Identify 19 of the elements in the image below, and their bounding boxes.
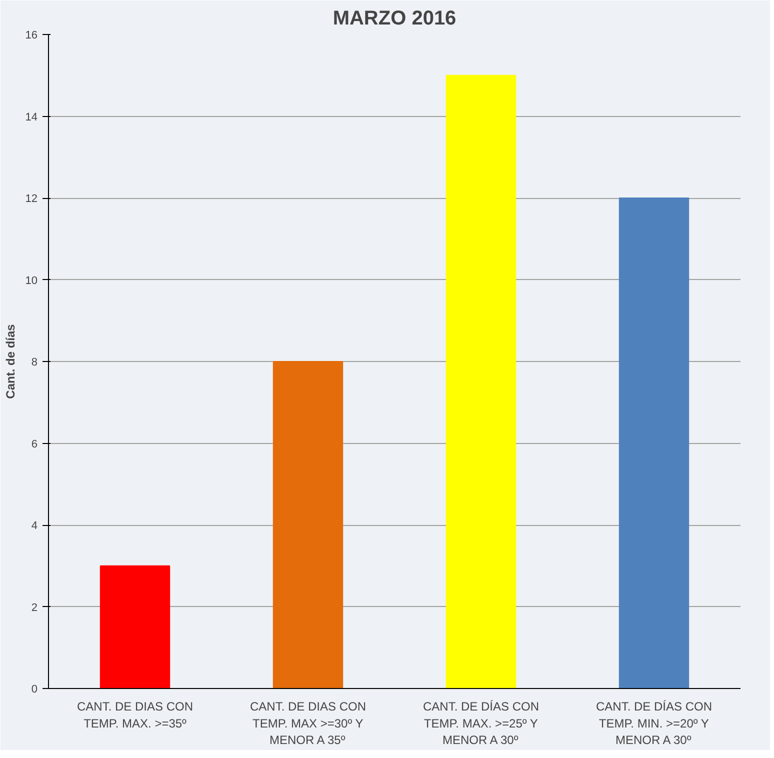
y-tick-label: 2: [31, 602, 38, 614]
bar: [618, 198, 690, 688]
y-tick-label: 6: [31, 438, 38, 450]
y-tick-label: 8: [31, 356, 38, 368]
x-tick-label: CANT. DE DIAS CON TEMP. MAX. >=35º: [76, 700, 194, 730]
bar: [272, 361, 344, 688]
y-tick-label: 4: [31, 520, 38, 532]
chart-title: MARZO 2016: [332, 8, 456, 30]
y-tick-label: 10: [25, 274, 38, 287]
y-tick-label: 16: [25, 30, 38, 42]
x-tick-label: CANT. DE DÍAS CON TEMP. MAX. >=25º Y MENOR A 30º: [422, 700, 540, 748]
bar: [446, 74, 516, 688]
x-tick-label: CANT. DE DIAS CON TEMP. MAX >=30º Y MENOR A 35º: [250, 700, 366, 748]
y-tick-label: 0: [31, 684, 38, 696]
y-tick-label: 14: [25, 111, 38, 124]
y-axis-title: Cant. de días: [3, 324, 18, 399]
x-tick-label: CANT. DE DÍAS CON TEMP. MIN. >=20º Y MENOR A 30º: [596, 700, 712, 748]
bar: [100, 565, 170, 688]
y-tick-label: 12: [25, 193, 38, 205]
